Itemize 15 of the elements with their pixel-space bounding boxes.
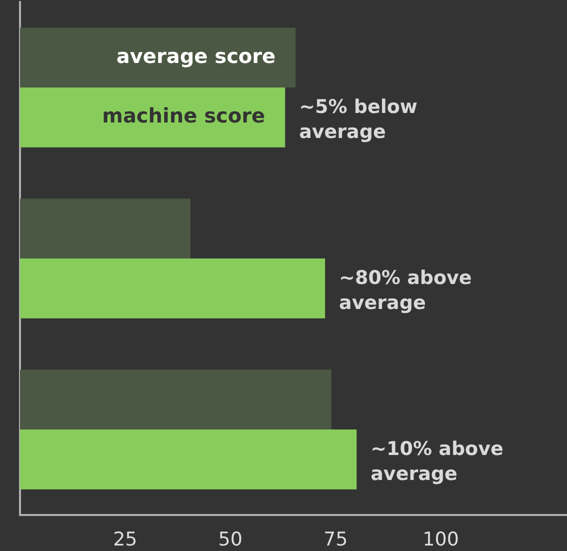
x-tick-label: 100 xyxy=(422,528,459,550)
bar xyxy=(20,88,286,148)
bar xyxy=(20,430,357,490)
bar xyxy=(20,28,296,88)
bar xyxy=(20,258,326,318)
bar xyxy=(20,198,190,258)
annotation: ~80% above average xyxy=(339,266,472,314)
annotation: ~10% above average xyxy=(370,438,504,485)
series-label: average score xyxy=(116,44,276,68)
series-label: machine score xyxy=(102,104,266,128)
annotation: ~5% below average xyxy=(299,96,418,143)
x-tick-label: 50 xyxy=(218,528,242,550)
bar xyxy=(20,370,332,430)
x-tick-label: 75 xyxy=(323,528,348,550)
x-tick-label: 25 xyxy=(113,528,138,550)
